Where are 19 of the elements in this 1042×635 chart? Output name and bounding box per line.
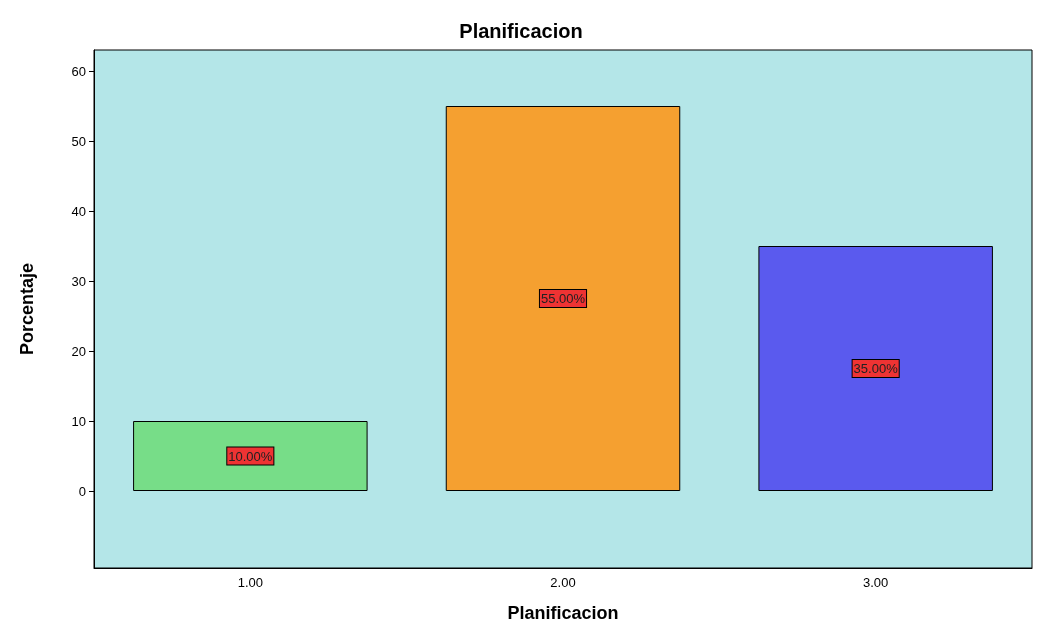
y-tick-label: 10 (71, 413, 86, 429)
data-label: 55.00% (540, 291, 586, 306)
y-tick-label: 20 (71, 343, 86, 359)
y-tick-label: 30 (71, 273, 86, 289)
x-axis-title: Planificacion (507, 603, 619, 623)
y-tick-label: 40 (71, 203, 86, 219)
data-label: 35.00% (853, 361, 899, 376)
chart-title: Planificacion (459, 20, 583, 42)
x-tick-label: 3.00 (863, 575, 889, 590)
x-tick-label: 2.00 (550, 575, 576, 590)
y-axis-title: Porcentaje (17, 262, 37, 356)
y-tick-label: 50 (71, 133, 86, 149)
bar (133, 421, 368, 491)
bar (758, 246, 993, 491)
x-tick-label: 1.00 (237, 575, 263, 590)
data-label: 10.00% (228, 448, 273, 464)
y-tick-label: 60 (71, 63, 86, 79)
y-tick-label: 0 (78, 483, 86, 499)
bar (445, 106, 681, 491)
